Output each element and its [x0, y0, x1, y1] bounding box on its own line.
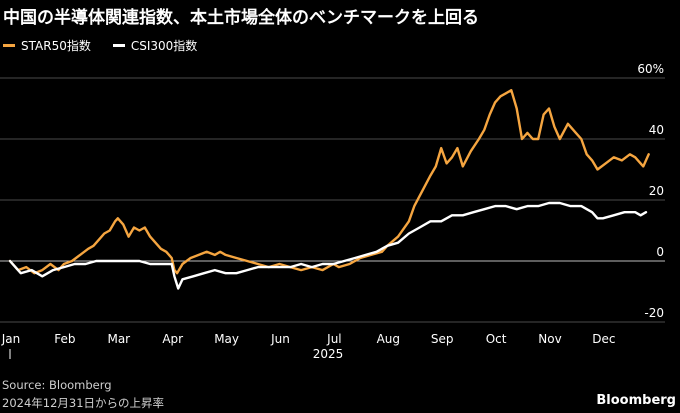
source-note: Source: Bloomberg [2, 378, 112, 392]
x-tick-label-jun: Jun [270, 332, 290, 346]
x-year-label: 2025 [313, 347, 344, 361]
x-tick-label-apr: Apr [162, 332, 183, 346]
legend-item-star50: STAR50指数 [3, 37, 91, 54]
baseline-note: 2024年12月31日からの上昇率 [2, 396, 165, 410]
x-tick-label-mar: Mar [107, 332, 130, 346]
y-tick-label-0: 60% [637, 62, 664, 76]
legend: STAR50指数 CSI300指数 [3, 37, 219, 54]
x-tick-label-feb: Feb [54, 332, 75, 346]
y-tick-label-2: 20 [649, 184, 664, 198]
bloomberg-logo: Bloomberg [596, 393, 676, 408]
y-tick-label-3: 0 [656, 245, 664, 259]
x-tick-label-nov: Nov [538, 332, 561, 346]
x-tick-label-jul: Jul [326, 332, 341, 346]
series-line-csi300 [8, 201, 648, 290]
y-tick-label-4: -20 [644, 306, 664, 320]
x-tick-label-jan: Jan [1, 332, 21, 346]
x-tick-label-may: May [214, 332, 239, 346]
legend-swatch-csi300 [112, 44, 125, 47]
legend-label-csi300: CSI300指数 [130, 39, 198, 53]
legend-item-csi300: CSI300指数 [112, 37, 198, 54]
chart-title: 中国の半導体関連指数、本土市場全体のベンチマークを上回る [3, 8, 479, 28]
y-tick-label-1: 40 [649, 123, 664, 137]
series-line-star50 [8, 89, 650, 275]
legend-swatch-star50 [3, 44, 15, 47]
x-tick-label-sep: Sep [431, 332, 454, 346]
x-tick-label-oct: Oct [486, 332, 507, 346]
x-tick-label-dec: Dec [592, 332, 615, 346]
legend-label-star50: STAR50指数 [21, 39, 91, 53]
x-tick-label-aug: Aug [377, 332, 400, 346]
